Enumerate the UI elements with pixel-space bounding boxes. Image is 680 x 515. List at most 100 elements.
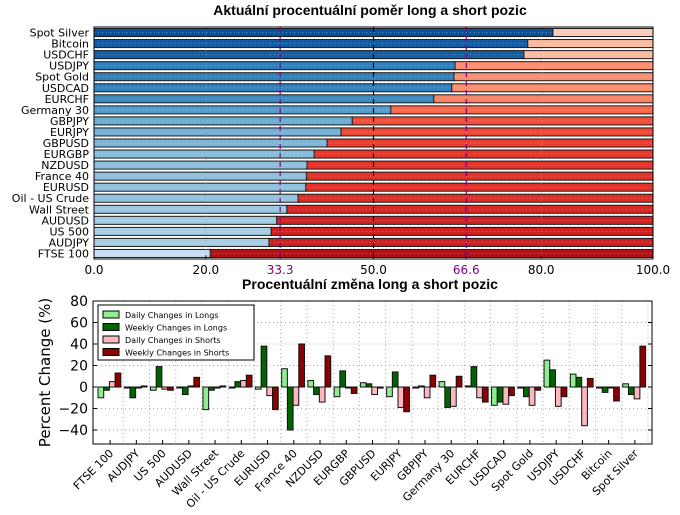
change-bar	[140, 385, 148, 388]
x-tick-label: EURUSD	[232, 447, 274, 489]
short-bar	[276, 215, 654, 225]
category-label: Oil - US Crude	[12, 192, 89, 205]
long-bar	[93, 72, 455, 82]
change-bar	[97, 386, 105, 399]
change-bar	[149, 386, 157, 391]
change-bar	[560, 386, 568, 398]
category-label: France 40	[35, 170, 89, 183]
x-tick-label: AUDJPY	[105, 447, 143, 485]
change-bar	[418, 385, 425, 388]
x-tick-label: EURGBP	[311, 447, 353, 489]
change-bar	[543, 359, 551, 388]
change-bar	[508, 386, 515, 397]
category-label: Spot Silver	[30, 27, 90, 40]
y-tick-label: 20	[70, 359, 88, 375]
y-tick-label: −20	[58, 402, 88, 418]
legend-swatch	[102, 323, 120, 331]
change-bar	[103, 386, 110, 391]
x-tick-label: GBPJPY	[394, 447, 431, 484]
change-bar	[391, 371, 399, 388]
bottom-chart-title: Procentuální změna long a short pozic	[242, 276, 498, 292]
change-bar	[455, 375, 463, 388]
x-tick-label: NZDUSD	[283, 447, 326, 490]
change-bar	[108, 381, 116, 388]
change-bar	[596, 386, 603, 389]
change-bar	[193, 376, 201, 388]
short-bar	[523, 50, 654, 60]
change-bar	[161, 386, 169, 390]
category-label: USDJPY	[49, 60, 89, 73]
x-tick-label: EURJPY	[368, 447, 405, 484]
x-tick-label: Bitcoin	[579, 447, 615, 483]
change-bar	[429, 374, 437, 388]
change-bar	[292, 386, 300, 406]
bottom-chart-frame	[92, 300, 653, 445]
change-bar	[627, 386, 635, 396]
change-bar	[333, 386, 341, 398]
x-tick-label: 80.0	[528, 263, 555, 277]
y-tick-label: 60	[70, 316, 88, 332]
change-bar	[345, 386, 352, 389]
x-tick-label: 50.0	[360, 263, 387, 277]
change-bar	[607, 386, 615, 389]
legend-label: Daily Changes in Shorts	[125, 336, 221, 345]
change-bar	[228, 386, 236, 389]
change-bar	[397, 386, 405, 408]
short-bar	[305, 182, 654, 192]
category-label: AUDUSD	[41, 214, 89, 227]
category-label: EURGBP	[44, 148, 90, 161]
category-label: GBPUSD	[43, 137, 89, 150]
change-bar	[438, 381, 446, 388]
category-label: AUDJPY	[49, 236, 90, 249]
long-bar	[93, 160, 308, 170]
change-bar	[254, 386, 262, 390]
x-tick-label: Germany 30	[400, 447, 457, 504]
change-bar	[581, 386, 588, 427]
change-bar	[613, 386, 620, 402]
legend-swatch	[102, 335, 120, 344]
x-tick-label: US 500	[132, 447, 169, 484]
x-tick-label: 0.0	[84, 263, 103, 277]
x-tick-label: USDJPY	[525, 447, 563, 485]
change-bar	[549, 369, 556, 388]
change-bar	[601, 386, 609, 393]
change-bar	[135, 386, 142, 389]
change-bar	[376, 386, 384, 389]
change-bar	[129, 386, 137, 399]
change-bar	[386, 386, 393, 398]
change-bar	[371, 386, 378, 396]
change-bar	[286, 386, 294, 431]
change-bar	[240, 380, 247, 388]
change-bar	[502, 386, 510, 405]
change-bar	[554, 386, 562, 407]
change-bar	[208, 386, 215, 391]
change-bar	[114, 372, 122, 388]
category-label: US 500	[49, 225, 89, 238]
x-tick-label: 33.3	[267, 263, 294, 277]
x-tick-label: Wall Street	[170, 446, 222, 498]
change-bar	[266, 386, 274, 397]
change-bar	[412, 386, 420, 389]
x-tick-label: USDCHF	[547, 447, 589, 489]
change-bar	[470, 366, 478, 388]
short-bar	[453, 72, 654, 82]
y-tick-label: −40	[58, 423, 88, 439]
category-label: USDCAD	[42, 82, 89, 95]
x-tick-label: FTSE 100	[71, 447, 116, 492]
x-tick-label: Oil - US Crude	[184, 447, 248, 511]
change-bar	[622, 383, 629, 388]
category-label: EURUSD	[43, 181, 89, 194]
change-bar	[181, 386, 189, 396]
category-label: EURCHF	[45, 93, 89, 106]
x-tick-label: Spot Silver	[590, 447, 642, 499]
x-tick-label: 100.0	[636, 263, 670, 277]
change-bar	[517, 386, 525, 389]
change-bar	[307, 380, 315, 388]
change-bar	[245, 374, 253, 388]
long-bar	[93, 248, 211, 258]
change-bar	[586, 377, 594, 388]
change-bar	[234, 381, 242, 388]
category-label: NZDUSD	[41, 159, 89, 172]
change-bar	[350, 386, 358, 394]
legend-swatch	[102, 348, 120, 356]
